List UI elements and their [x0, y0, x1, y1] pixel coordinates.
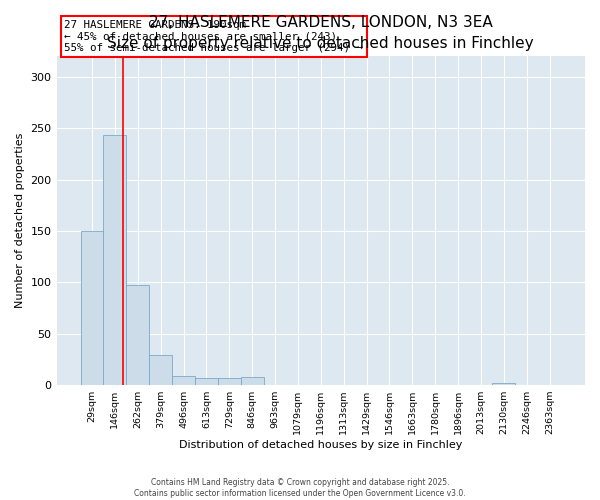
- Text: 27 HASLEMERE GARDENS: 190sqm
← 45% of detached houses are smaller (243)
55% of s: 27 HASLEMERE GARDENS: 190sqm ← 45% of de…: [64, 20, 364, 53]
- Bar: [493, 383, 515, 385]
- Bar: [195, 378, 218, 385]
- Bar: [103, 136, 127, 385]
- Bar: [172, 376, 195, 385]
- Bar: [241, 377, 263, 385]
- Bar: [80, 231, 103, 385]
- Title: 27, HASLEMERE GARDENS, LONDON, N3 3EA
Size of property relative to detached hous: 27, HASLEMERE GARDENS, LONDON, N3 3EA Si…: [107, 15, 534, 51]
- X-axis label: Distribution of detached houses by size in Finchley: Distribution of detached houses by size …: [179, 440, 463, 450]
- Bar: [218, 378, 241, 385]
- Bar: [149, 356, 172, 385]
- Y-axis label: Number of detached properties: Number of detached properties: [15, 133, 25, 308]
- Bar: [127, 286, 149, 385]
- Text: Contains HM Land Registry data © Crown copyright and database right 2025.
Contai: Contains HM Land Registry data © Crown c…: [134, 478, 466, 498]
